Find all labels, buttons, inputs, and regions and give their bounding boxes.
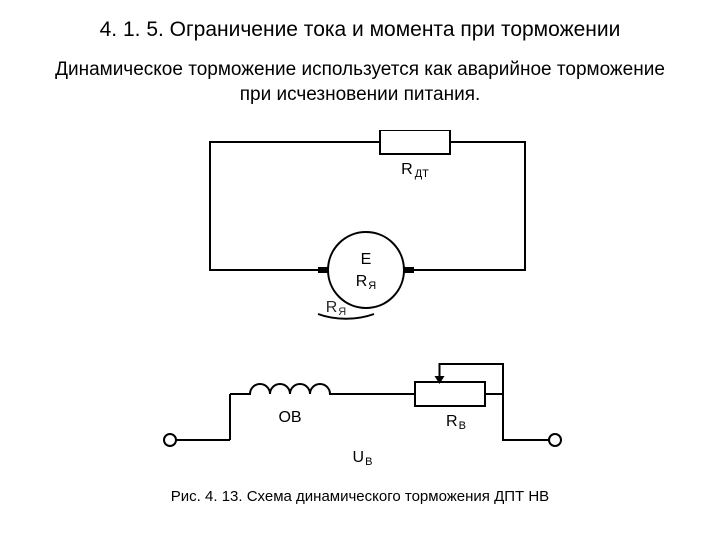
label-Rya2: RЯ [326, 299, 347, 318]
resistor-rdt-box [380, 130, 450, 154]
label-E: E [361, 251, 372, 268]
brush-left [318, 267, 328, 273]
wire-bottom-right [503, 394, 549, 440]
label-rv: RВ [446, 413, 466, 432]
figure-caption: Рис. 4. 13. Схема динамического торможен… [0, 488, 720, 505]
winding-ov [230, 384, 345, 394]
wire-bottom-left [176, 394, 230, 440]
brush-right [404, 267, 414, 273]
label-uv: UВ [353, 449, 373, 468]
page-title: 4. 1. 5. Ограничение тока и момента при … [0, 18, 720, 42]
page-subtitle: Динамическое торможение используется как… [0, 58, 720, 107]
label-ov: ОВ [278, 409, 301, 426]
subtitle-line-2: при исчезновении питания. [240, 84, 481, 105]
circuit-diagram: RДТ E RЯ RЯ ОВ RВ [110, 130, 610, 470]
terminal-right [549, 434, 561, 446]
resistor-rv-box [415, 382, 485, 406]
label-rdt: RДТ [401, 161, 429, 180]
motor-armature [328, 232, 404, 308]
terminal-left [164, 434, 176, 446]
subtitle-line-1: Динамическое торможение используется как… [55, 59, 665, 80]
